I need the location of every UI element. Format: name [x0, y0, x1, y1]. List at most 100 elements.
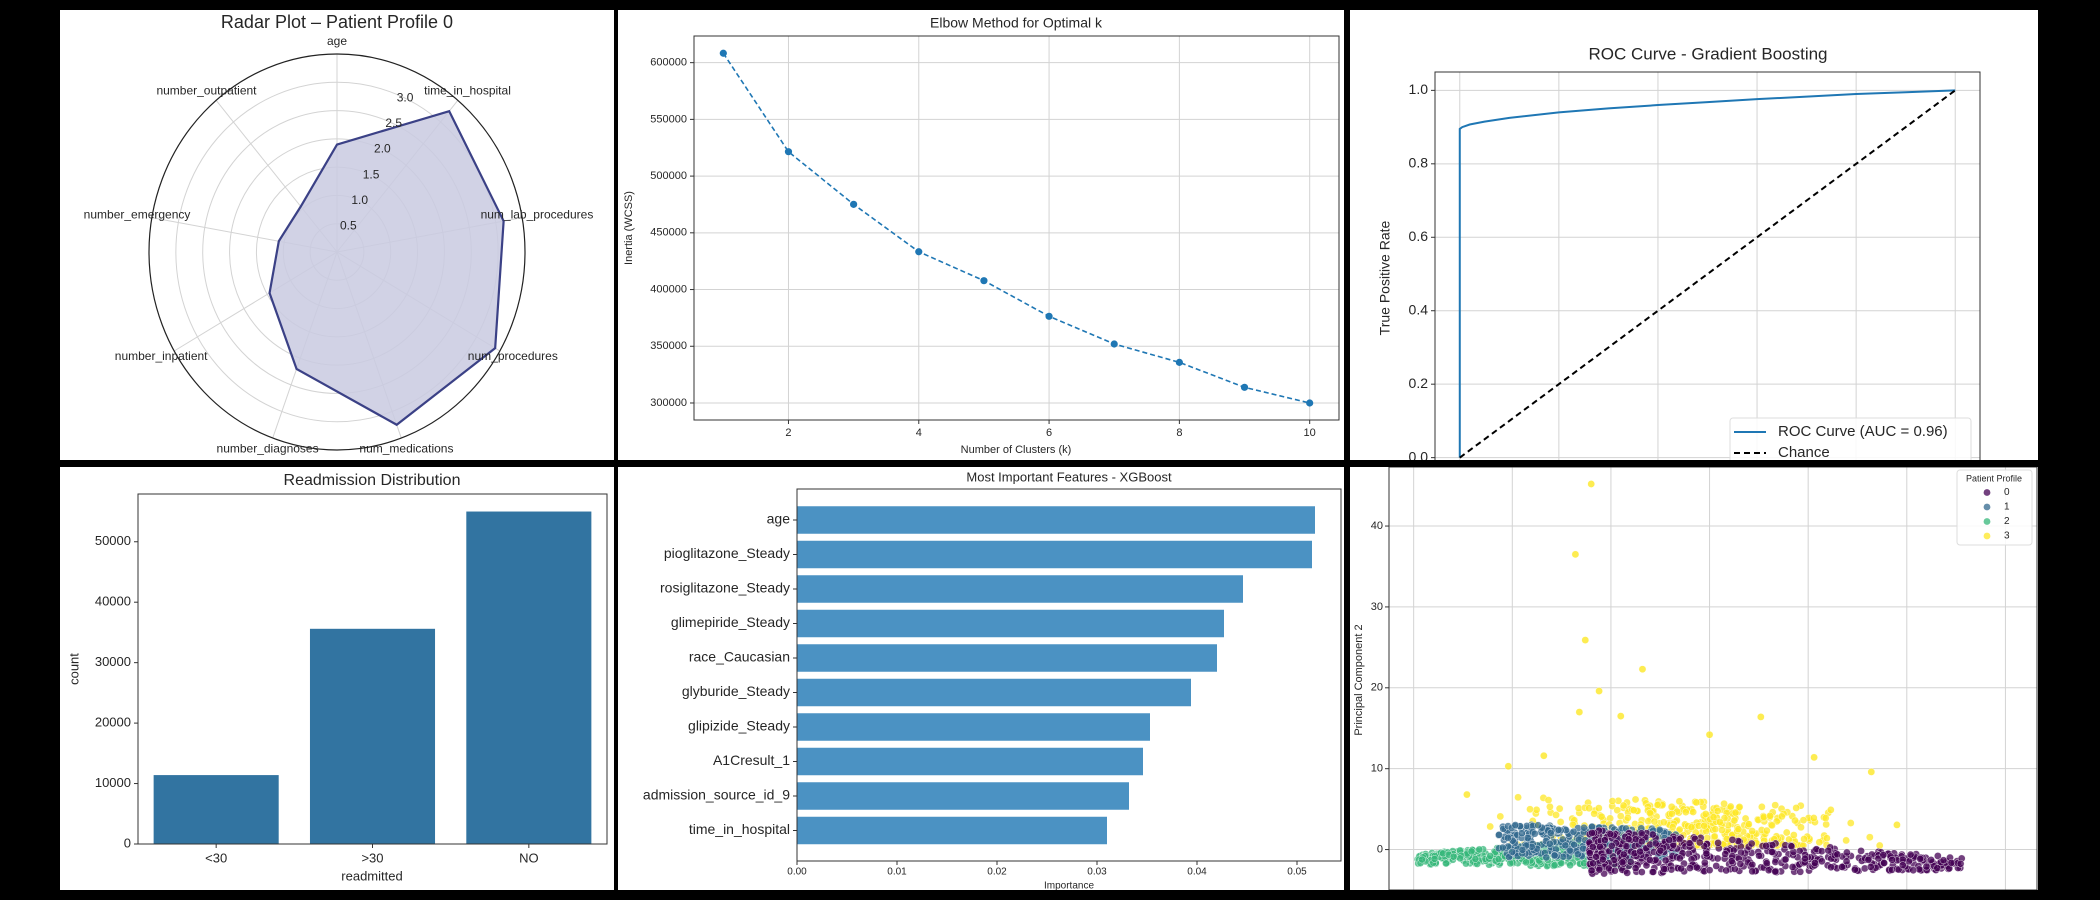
scatter-point-profile-0 — [1956, 859, 1965, 868]
y-tick-label: 0 — [124, 835, 131, 850]
scatter-point-profile-0 — [1898, 861, 1907, 869]
y-tick-label: 0.8 — [1409, 155, 1429, 171]
scatter-point-profile-1 — [1580, 823, 1588, 832]
scatter-point-profile-3 — [1616, 812, 1625, 820]
scatter-point-profile-3 — [1771, 801, 1780, 809]
scatter-point-profile-3 — [1629, 806, 1638, 815]
scatter-point-profile-3 — [1815, 838, 1824, 847]
scatter-point-profile-3 — [1613, 806, 1622, 814]
scatter-point-profile-0 — [1922, 862, 1931, 871]
axes-frame — [796, 488, 1342, 862]
scatter-point-profile-0 — [1811, 859, 1819, 867]
radar-polygon — [268, 109, 505, 427]
scatter-point-profile-0 — [1637, 837, 1646, 846]
scatter-point-profile-2 — [1475, 845, 1484, 854]
scatter-point-profile-3 — [1597, 812, 1606, 821]
radar-axis-label: age — [327, 34, 347, 48]
y-tick-label: 10 — [1371, 763, 1383, 775]
chart-title: ROC Curve - Gradient Boosting — [1588, 44, 1827, 63]
y-axis-label: Principal Component 2 — [1353, 624, 1365, 735]
scatter-point-profile-2 — [1550, 861, 1559, 869]
scatter-point-profile-3 — [1741, 814, 1750, 823]
scatter-point-profile-0 — [1623, 869, 1631, 877]
scatter-point-profile-3 — [1791, 816, 1799, 825]
scatter-point-profile-0 — [1817, 847, 1826, 855]
scatter-point-profile-0 — [1888, 856, 1896, 864]
x-axis-label: Number of Clusters (k) — [961, 444, 1072, 456]
radar-axis-label: num_lab_procedures — [481, 208, 594, 222]
scatter-point-profile-0 — [1665, 836, 1674, 844]
scatter-point-profile-0 — [1842, 857, 1851, 866]
bar — [309, 628, 436, 844]
y-tick-label: 500000 — [650, 170, 687, 182]
x-tick-label: 8 — [1176, 427, 1182, 439]
feature-importance-panel: age pioglitazone_Steady rosiglitazone_Stea… — [618, 467, 1344, 890]
scatter-point-profile-0 — [1651, 839, 1660, 848]
legend-label: Chance — [1778, 444, 1830, 461]
scatter-point-profile-3 — [1682, 808, 1690, 816]
scatter-point-profile-2 — [1494, 855, 1503, 863]
scatter-point-profile-2 — [1486, 852, 1495, 860]
scatter-point-profile-3 — [1797, 823, 1805, 832]
feature-label: glyburide_Steady — [682, 683, 790, 699]
scatter-point-profile-3 — [1575, 708, 1584, 716]
scatter-point-profile-0 — [1762, 842, 1770, 850]
radar-r-tick-label: 3.0 — [397, 90, 414, 104]
scatter-point-profile-1 — [1518, 846, 1527, 854]
radar-axis-label: num_procedures — [468, 349, 558, 363]
radar-outer-spine — [148, 53, 526, 451]
radar-axis-label: num_medications — [359, 442, 453, 456]
scatter-point-profile-0 — [1833, 850, 1842, 859]
scatter-point-profile-1 — [1559, 852, 1567, 861]
x-tick-label: 2 — [785, 427, 791, 439]
scatter-point-profile-0 — [1592, 852, 1600, 861]
scatter-point-profile-0 — [1827, 863, 1835, 872]
feature-bar — [797, 713, 1150, 741]
elbow-point — [1175, 358, 1183, 366]
y-tick-label: 550000 — [650, 113, 687, 125]
scatter-point-profile-0 — [1712, 862, 1721, 870]
scatter-point-profile-3 — [1710, 832, 1719, 841]
scatter-point-profile-3 — [1810, 814, 1818, 822]
scatter-point-profile-0 — [1588, 829, 1596, 837]
legend-marker — [1983, 518, 1991, 525]
scatter-point-profile-3 — [1590, 809, 1598, 818]
y-tick-label: 400000 — [650, 283, 687, 295]
scatter-point-profile-0 — [1788, 863, 1797, 871]
scatter-point-profile-2 — [1566, 861, 1574, 869]
scatter-point-profile-0 — [1636, 847, 1644, 856]
scatter-point-profile-0 — [1618, 858, 1627, 867]
scatter-point-profile-0 — [1677, 864, 1685, 873]
scatter-point-profile-0 — [1768, 848, 1776, 856]
scatter-point-profile-3 — [1757, 713, 1765, 721]
scatter-point-profile-3 — [1687, 823, 1696, 832]
scatter-point-profile-3 — [1650, 817, 1659, 826]
scatter-point-profile-3 — [1544, 796, 1553, 804]
y-tick-label: 350000 — [650, 340, 687, 352]
scatter-point-profile-3 — [1546, 802, 1554, 811]
feature-bar — [797, 678, 1191, 707]
scatter-point-profile-2 — [1442, 859, 1450, 868]
scatter-point-profile-3 — [1552, 811, 1560, 819]
scatter-point-profile-3 — [1822, 820, 1830, 829]
axes-frame — [1388, 467, 2038, 890]
scatter-point-profile-0 — [1879, 851, 1888, 859]
scatter-point-profile-3 — [1810, 753, 1818, 762]
scatter-point-profile-1 — [1511, 821, 1520, 829]
scatter-point-profile-3 — [1735, 803, 1744, 811]
scatter-point-profile-1 — [1546, 829, 1555, 837]
radar-r-tick-label: 2.0 — [374, 142, 391, 156]
scatter-point-profile-2 — [1522, 858, 1530, 867]
scatter-point-profile-0 — [1916, 855, 1925, 863]
scatter-point-profile-0 — [1880, 859, 1888, 867]
chart-title: Radar Plot – Patient Profile 0 — [221, 12, 453, 32]
scatter-point-profile-0 — [1781, 855, 1790, 864]
y-tick-label: 10000 — [95, 775, 131, 790]
scatter-point-profile-0 — [1685, 839, 1694, 847]
scatter-point-profile-3 — [1745, 820, 1753, 828]
scatter-point-profile-3 — [1705, 730, 1714, 739]
scatter-point-profile-3 — [1716, 818, 1724, 826]
feature-label: rosiglitazone_Steady — [660, 580, 790, 596]
elbow-point — [980, 277, 988, 285]
